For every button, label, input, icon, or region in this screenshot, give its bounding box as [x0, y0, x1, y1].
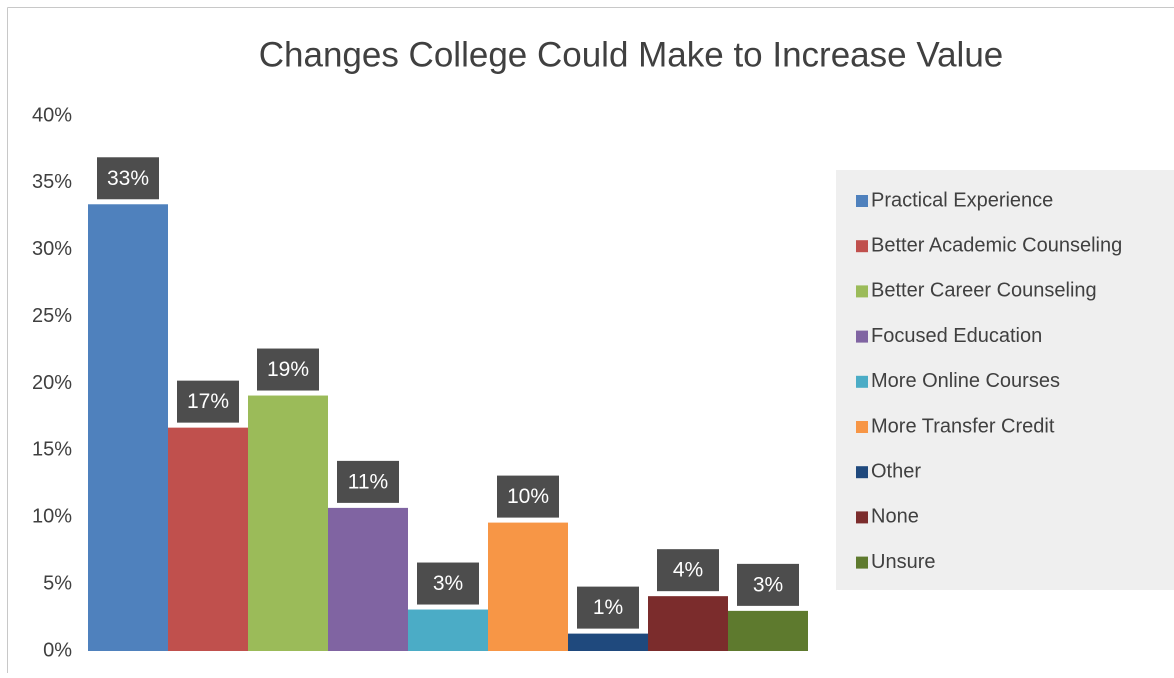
data-label-box	[97, 157, 159, 200]
data-label-box	[737, 563, 799, 606]
bar	[248, 395, 328, 651]
legend-swatch	[856, 466, 868, 479]
y-tick-label: 30%	[32, 238, 72, 260]
bar	[488, 522, 568, 651]
y-tick-label: 40%	[32, 104, 72, 126]
data-label-box	[577, 586, 639, 629]
chart-title: Changes College Could Make to Increase V…	[259, 35, 1004, 74]
bar	[88, 204, 168, 651]
bar	[568, 633, 648, 651]
data-label: 33%	[107, 167, 149, 190]
data-label: 11%	[348, 470, 388, 493]
legend-swatch	[856, 240, 868, 253]
data-label: 10%	[507, 485, 549, 508]
bar	[728, 610, 808, 651]
data-label-box	[257, 348, 319, 391]
data-label: 17%	[187, 390, 229, 413]
legend-swatch	[856, 421, 868, 433]
y-tick-label: 0%	[43, 639, 72, 661]
bar	[168, 427, 248, 651]
data-label: 19%	[267, 358, 309, 381]
bar	[408, 609, 488, 651]
legend-swatch	[856, 285, 868, 298]
legend-label: Other	[871, 460, 921, 482]
data-label: 1%	[593, 596, 623, 619]
legend-box	[836, 170, 1174, 590]
legend-swatch	[856, 195, 868, 207]
legend-label: None	[871, 506, 919, 528]
data-label-box	[497, 475, 559, 518]
y-tick-label: 20%	[32, 372, 72, 394]
data-label: 3%	[433, 572, 463, 595]
y-tick-label: 25%	[32, 305, 72, 327]
legend-label: Practical Experience	[871, 189, 1053, 211]
data-label-box	[177, 380, 239, 423]
legend-label: Better Academic Counseling	[871, 234, 1122, 256]
y-tick-label: 5%	[43, 572, 72, 594]
legend-label: Focused Education	[871, 325, 1042, 347]
data-label-box	[337, 460, 399, 503]
legend-swatch	[856, 375, 868, 388]
data-label-box	[417, 562, 479, 605]
legend-label: Unsure	[871, 551, 935, 573]
data-label: 3%	[753, 573, 783, 596]
y-tick-label: 35%	[32, 171, 72, 193]
legend-swatch	[856, 511, 868, 524]
bar	[648, 596, 728, 651]
legend-label: Better Career Counseling	[871, 280, 1097, 302]
data-label-box	[657, 549, 719, 592]
legend-swatch	[856, 556, 868, 569]
legend-swatch	[856, 330, 868, 343]
legend-label: More Transfer Credit	[871, 415, 1055, 437]
legend-label: More Online Courses	[871, 370, 1060, 392]
y-tick-label: 15%	[32, 439, 72, 461]
bar	[328, 507, 408, 651]
y-tick-label: 10%	[32, 506, 72, 528]
data-label: 4%	[673, 559, 703, 582]
